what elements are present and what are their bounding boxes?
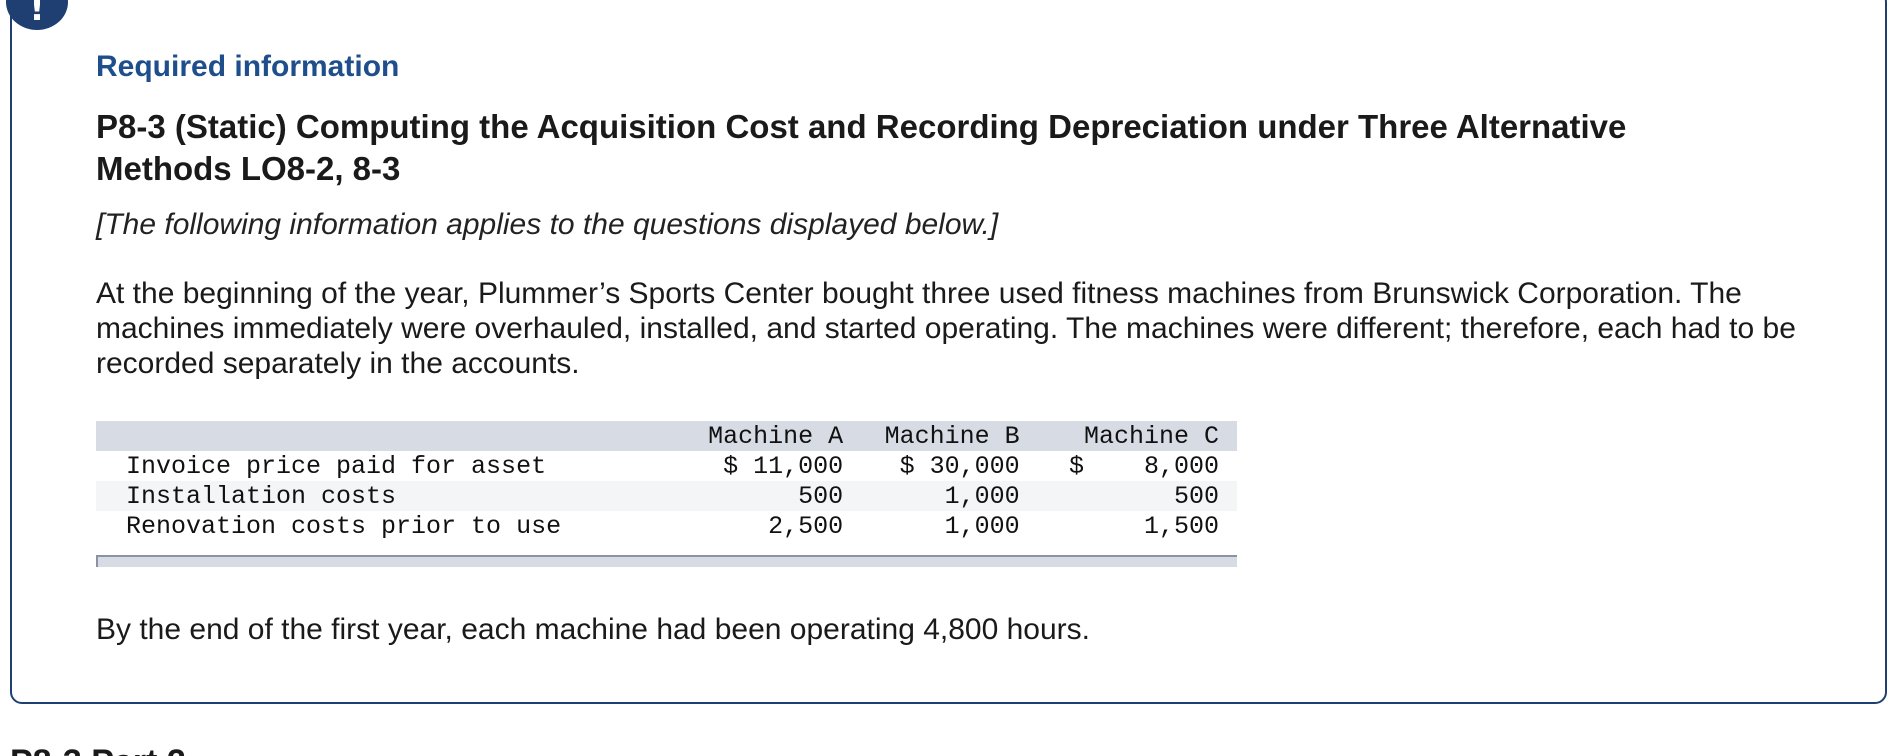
row-label: Invoice price paid for asset [96, 451, 685, 481]
machine-c-value: 500 [1037, 481, 1237, 511]
problem-paragraph: At the beginning of the year, Plummer’s … [96, 277, 1796, 380]
machine-b-value: 1,000 [861, 511, 1038, 541]
column-header-label [96, 421, 685, 451]
table-row: Installation costs 500 1,000 500 [96, 481, 1237, 511]
machine-cost-table: Machine A Machine B Machine C Invoice pr… [96, 421, 1237, 541]
column-header-machine-a: Machine A [684, 421, 862, 451]
row-label: Renovation costs prior to use [96, 511, 685, 541]
alert-icon: ! [6, 0, 68, 30]
closing-text: By the end of the first year, each machi… [96, 613, 1090, 646]
table-row: Invoice price paid for asset $ 11,000 $ … [96, 451, 1237, 481]
intro-note: [The following information applies to th… [96, 208, 999, 241]
table-footer-bar [96, 555, 1237, 567]
machine-cost-table-container: Machine A Machine B Machine C Invoice pr… [96, 421, 1237, 567]
next-section-heading: P8-3 Part 2 [10, 742, 186, 756]
machine-a-value: $ 11,000 [684, 451, 862, 481]
machine-a-value: 2,500 [684, 511, 862, 541]
required-information-card: ! [6, 0, 1887, 704]
machine-c-value: $ 8,000 [1037, 451, 1237, 481]
problem-title: P8-3 (Static) Computing the Acquisition … [96, 108, 1627, 187]
table-row: Renovation costs prior to use 2,500 1,00… [96, 511, 1237, 541]
required-information-label: Required information [96, 50, 400, 83]
machine-b-value: $ 30,000 [861, 451, 1038, 481]
machine-b-value: 1,000 [861, 481, 1038, 511]
machine-a-value: 500 [684, 481, 862, 511]
row-label: Installation costs [96, 481, 685, 511]
machine-c-value: 1,500 [1037, 511, 1237, 541]
column-header-machine-b: Machine B [861, 421, 1038, 451]
table-header-row: Machine A Machine B Machine C [96, 421, 1237, 451]
column-header-machine-c: Machine C [1037, 421, 1237, 451]
